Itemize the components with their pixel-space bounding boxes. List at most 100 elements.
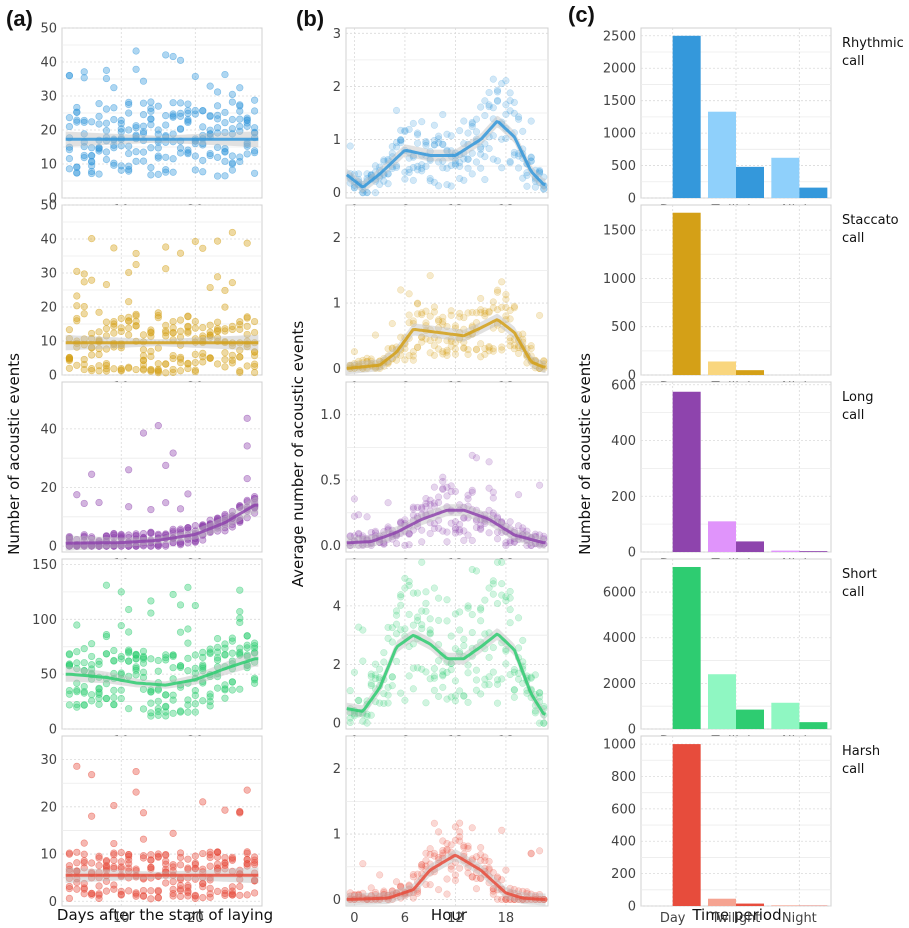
a-row1-y-tick-label: 30 bbox=[40, 267, 57, 282]
b-data-point bbox=[397, 519, 405, 528]
a-data-point bbox=[95, 345, 103, 353]
a-data-point bbox=[95, 308, 103, 316]
plot-area: 0102030405010200102030405010200204010200… bbox=[32, 22, 904, 927]
a-data-point bbox=[147, 597, 155, 605]
b-data-point bbox=[506, 895, 514, 904]
b-data-point bbox=[392, 139, 401, 147]
b-data-point bbox=[418, 164, 426, 172]
a-data-point bbox=[110, 851, 118, 859]
b-data-point bbox=[468, 451, 476, 459]
b-data-point bbox=[435, 886, 443, 894]
a-data-point bbox=[162, 865, 170, 873]
a-data-point bbox=[169, 892, 177, 900]
b-data-point bbox=[536, 847, 544, 855]
a-data-point bbox=[102, 345, 111, 353]
b-data-point bbox=[430, 141, 438, 149]
a-data-point bbox=[73, 621, 81, 629]
b-data-point bbox=[422, 494, 430, 503]
a-data-point bbox=[88, 652, 96, 661]
b-data-point bbox=[514, 113, 523, 121]
b-data-point bbox=[502, 660, 510, 668]
c-row2-strip-label-1: Long bbox=[842, 390, 873, 405]
b-data-point bbox=[468, 308, 476, 316]
a-data-point bbox=[95, 657, 103, 665]
b-data-point bbox=[435, 854, 443, 862]
b-data-point bbox=[418, 526, 426, 534]
a-data-point bbox=[221, 303, 229, 311]
b-data-point bbox=[514, 349, 523, 357]
b-data-point bbox=[418, 338, 426, 346]
b-data-point bbox=[380, 156, 388, 164]
c-row0-y-tick-label: 2500 bbox=[603, 29, 636, 44]
a-data-point bbox=[228, 356, 236, 364]
a-data-point bbox=[191, 601, 199, 610]
b-data-point bbox=[422, 141, 430, 150]
b-data-point bbox=[447, 342, 455, 350]
a-data-point bbox=[221, 108, 229, 117]
b-data-point bbox=[430, 351, 438, 359]
a-row3-y-tick-label: 100 bbox=[32, 613, 57, 628]
b-data-point bbox=[472, 524, 481, 532]
b-data-point bbox=[430, 520, 438, 528]
b-data-point bbox=[502, 597, 510, 605]
a-data-point bbox=[80, 278, 88, 286]
b-data-point bbox=[405, 642, 413, 651]
a-data-point bbox=[191, 669, 199, 677]
a-data-point bbox=[236, 618, 244, 627]
a-data-point bbox=[236, 346, 244, 354]
c-row2-bar-night-light bbox=[771, 550, 800, 552]
b-data-point bbox=[485, 484, 493, 492]
a-data-point bbox=[206, 697, 214, 706]
a-data-point bbox=[132, 889, 140, 897]
a-data-point bbox=[154, 705, 162, 713]
b-data-point bbox=[397, 136, 405, 144]
b-data-point bbox=[472, 115, 481, 123]
a-data-point bbox=[125, 887, 133, 895]
a-data-point bbox=[80, 310, 88, 318]
b-data-point bbox=[485, 864, 493, 872]
b-data-point bbox=[489, 345, 497, 353]
a-data-point bbox=[162, 708, 170, 716]
b-data-point bbox=[443, 146, 451, 154]
b-data-point bbox=[493, 288, 502, 296]
a-data-point bbox=[243, 475, 251, 483]
a-data-point bbox=[250, 362, 259, 371]
c-row2-y-tick-label: 600 bbox=[611, 378, 636, 393]
b-data-point bbox=[493, 895, 502, 903]
b-data-point bbox=[439, 140, 447, 149]
b-data-point bbox=[468, 873, 476, 881]
a-data-point bbox=[102, 650, 111, 658]
b-data-point bbox=[439, 527, 447, 535]
a-row0-y-tick-label: 0 bbox=[49, 192, 57, 207]
a-data-point bbox=[162, 360, 170, 368]
b-data-point bbox=[422, 699, 430, 707]
a-data-point bbox=[199, 123, 207, 131]
a-data-point bbox=[102, 680, 111, 688]
b-data-point bbox=[435, 316, 443, 324]
a-data-point bbox=[221, 325, 229, 333]
b-data-point bbox=[464, 602, 472, 610]
b-data-point bbox=[477, 874, 485, 883]
a-data-point bbox=[228, 887, 236, 895]
a-data-point bbox=[206, 149, 214, 158]
a-data-point bbox=[184, 526, 192, 534]
a-data-point bbox=[213, 634, 222, 643]
a-data-point bbox=[228, 634, 236, 642]
a-data-point bbox=[73, 267, 81, 275]
b-data-point bbox=[384, 345, 392, 353]
a-data-point bbox=[88, 118, 96, 126]
a-data-point bbox=[169, 664, 177, 672]
b-data-point bbox=[477, 844, 485, 852]
b-data-point bbox=[418, 118, 426, 126]
b-data-point bbox=[477, 521, 485, 529]
b-data-point bbox=[443, 337, 451, 345]
b-data-point bbox=[435, 317, 443, 325]
b-data-point bbox=[367, 681, 375, 690]
b-data-point bbox=[523, 888, 531, 896]
b-data-point bbox=[468, 170, 476, 178]
a-data-point bbox=[73, 169, 81, 177]
b-data-point bbox=[510, 302, 518, 310]
b-data-point bbox=[498, 826, 506, 834]
a-data-point bbox=[176, 683, 185, 691]
b-data-point bbox=[485, 673, 493, 681]
